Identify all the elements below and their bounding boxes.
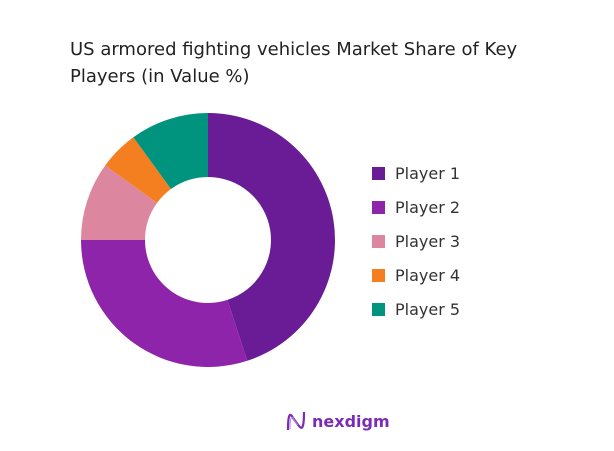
nexdigm-logo-icon bbox=[286, 411, 306, 431]
legend-item-1: Player 1 bbox=[372, 164, 460, 183]
legend-item-4: Player 4 bbox=[372, 266, 460, 285]
nexdigm-logo: nexdigm bbox=[286, 410, 390, 432]
slice-1 bbox=[208, 113, 335, 361]
chart-title: US armored fighting vehicles Market Shar… bbox=[70, 39, 518, 87]
legend-label: Player 4 bbox=[395, 266, 461, 285]
slice-3 bbox=[81, 165, 158, 240]
legend-swatch bbox=[372, 167, 385, 180]
slice-2 bbox=[81, 240, 248, 367]
legend-label: Player 2 bbox=[395, 198, 461, 217]
legend-swatch bbox=[372, 303, 385, 316]
legend-item-3: Player 3 bbox=[372, 232, 460, 251]
legend-label: Player 3 bbox=[395, 232, 461, 251]
logo-text: nexdigm bbox=[312, 411, 390, 431]
legend-item-5: Player 5 bbox=[372, 300, 460, 319]
legend-swatch bbox=[372, 201, 385, 214]
legend-item-2: Player 2 bbox=[372, 198, 460, 217]
legend-label: Player 5 bbox=[395, 300, 461, 319]
legend-label: Player 1 bbox=[395, 164, 461, 183]
slice-4 bbox=[105, 137, 171, 203]
slice-5 bbox=[133, 113, 208, 190]
legend-swatch bbox=[372, 269, 385, 282]
legend-swatch bbox=[372, 235, 385, 248]
